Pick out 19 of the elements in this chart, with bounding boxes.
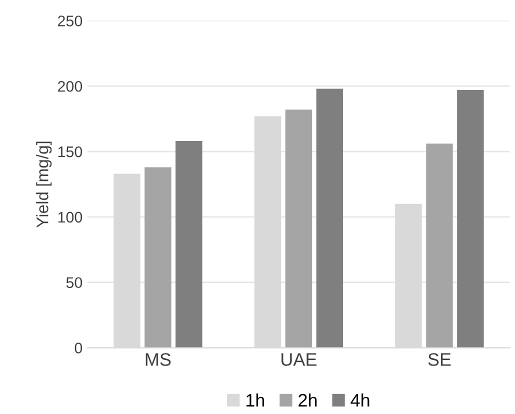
y-tick-label: 100: [58, 212, 82, 223]
bar: [176, 141, 202, 348]
y-tick-label: 150: [58, 146, 82, 158]
legend-label: 2h: [298, 393, 317, 407]
x-tick-label: SE: [428, 353, 451, 366]
bar: [316, 88, 344, 348]
bar: [144, 167, 172, 348]
bar: [457, 90, 484, 348]
y-tick-label: 0: [74, 342, 82, 354]
x-tick-label: UAE: [282, 353, 316, 366]
x-tick-label: MS: [146, 353, 171, 366]
y-tick-label: 200: [58, 80, 82, 92]
bar: [426, 144, 453, 348]
bar: [285, 110, 312, 348]
legend-label: 4h: [350, 393, 370, 407]
legend-label: 1h: [246, 393, 264, 407]
y-tick-label: 50: [66, 277, 82, 288]
y-axis-title: Yield [mg/g]: [36, 142, 52, 228]
y-tick-label: 250: [58, 16, 82, 26]
